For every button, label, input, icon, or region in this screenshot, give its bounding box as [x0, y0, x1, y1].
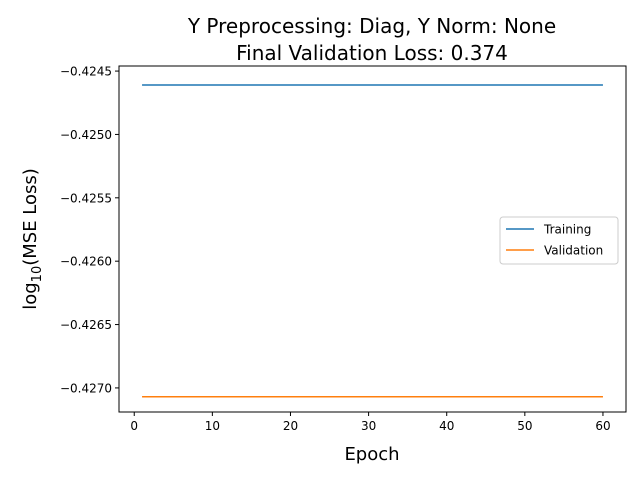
- legend: Training Validation: [499, 216, 619, 265]
- y-tick-label: −0.4260: [60, 255, 112, 269]
- x-tick-label: 0: [130, 419, 138, 433]
- x-tick-label: 50: [517, 419, 532, 433]
- y-tick-label: −0.4270: [60, 381, 112, 395]
- y-tick-label: −0.4250: [60, 128, 112, 142]
- plot-area: 0 10 20 30 40 50 60 −0.4245 −0.4250 −0.4255 −0.426…: [60, 65, 611, 433]
- y-axis-label: log10(MSE Loss): [20, 168, 45, 310]
- x-tick-label: 20: [283, 419, 298, 433]
- y-axis-label-suffix: (MSE Loss): [20, 168, 41, 266]
- y-tick-label: −0.4245: [60, 65, 112, 79]
- y-tick-label: −0.4255: [60, 191, 112, 205]
- chart-title-line-1: Y Preprocessing: Diag, Y Norm: None: [187, 14, 556, 38]
- x-tick-label: 60: [595, 419, 610, 433]
- y-axis-label-prefix: log: [20, 282, 41, 309]
- legend-label-training: Training: [543, 223, 591, 237]
- y-axis-label-subscript: 10: [30, 266, 45, 283]
- x-tick-label: 10: [205, 419, 220, 433]
- chart-title-line-2: Final Validation Loss: 0.374: [236, 41, 508, 65]
- y-tick-label: −0.4265: [60, 318, 112, 332]
- plot-frame: [118, 65, 627, 413]
- x-axis-label: Epoch: [344, 444, 399, 465]
- legend-label-validation: Validation: [544, 244, 603, 258]
- x-tick-label: 40: [439, 419, 454, 433]
- x-tick-label: 30: [361, 419, 376, 433]
